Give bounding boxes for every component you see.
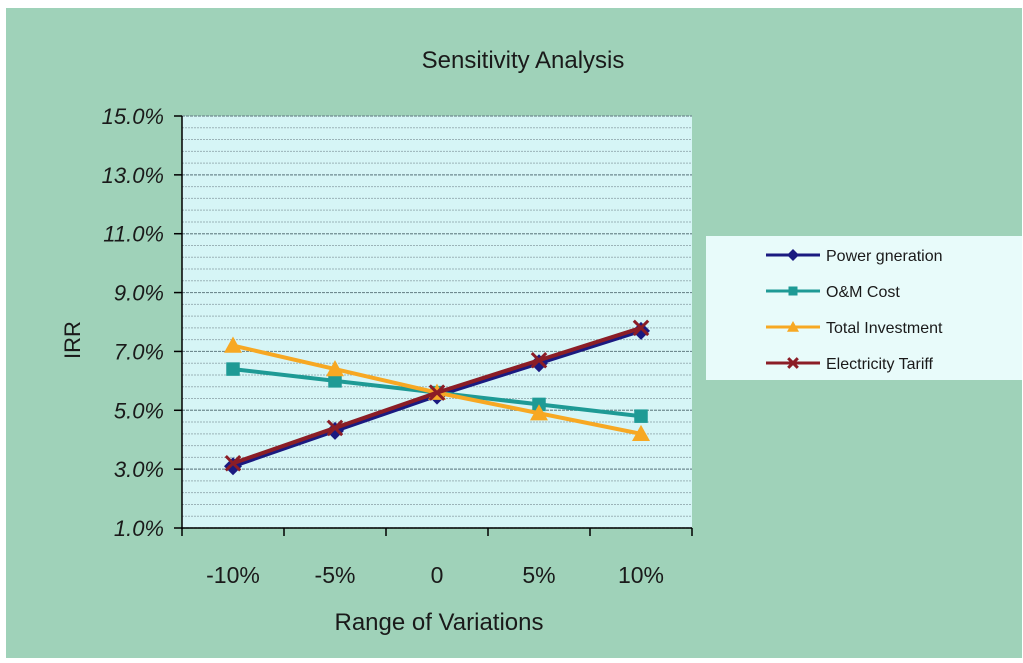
data-point <box>226 362 240 376</box>
chart-svg: Sensitivity Analysis IRR Range of Variat… <box>60 47 1022 636</box>
data-point <box>787 249 799 261</box>
legend-label: Power gneration <box>826 248 943 265</box>
series-electricity-tariff <box>224 319 650 472</box>
y-axis-label: IRR <box>60 321 85 359</box>
plot-area: 1.0% 3.0% 5.0% 7.0% 9.0% 11.0% 13.0% 15.0% -10% -… <box>102 104 693 588</box>
legend-label: Total Investment <box>826 320 943 337</box>
x-tick-label: 10% <box>618 562 664 588</box>
legend-item: Electricity Tariff <box>766 356 934 373</box>
data-point <box>530 351 548 369</box>
x-axis-label: Range of Variations <box>334 609 543 636</box>
y-tick-label: 7.0% <box>114 339 164 364</box>
x-tick-label: 0 <box>431 562 444 588</box>
data-point <box>328 374 342 388</box>
data-point <box>428 384 446 401</box>
data-point <box>787 357 799 369</box>
y-tick-label: 15.0% <box>102 104 164 129</box>
data-point <box>634 409 648 423</box>
chart-frame: Sensitivity Analysis IRR Range of Variat… <box>6 8 1022 658</box>
legend-box <box>706 236 1022 380</box>
data-point <box>326 419 344 437</box>
y-tick-label: 1.0% <box>114 516 164 541</box>
data-point <box>530 404 548 421</box>
data-point <box>224 336 242 353</box>
data-point <box>326 360 344 377</box>
data-point <box>632 424 650 442</box>
y-tick-label: 9.0% <box>114 281 164 306</box>
chart-title: Sensitivity Analysis <box>422 47 625 74</box>
x-tick-label: -5% <box>315 562 356 588</box>
data-point <box>632 321 650 340</box>
data-point <box>787 321 799 332</box>
y-tick-label: 5.0% <box>114 398 164 423</box>
data-point <box>224 454 242 472</box>
y-tick-label: 13.0% <box>102 163 164 188</box>
legend: Power gneration O&M Cost Total Investment E… <box>706 236 1022 380</box>
x-tick-label: -10% <box>206 562 260 588</box>
legend-item: Total Investment <box>766 320 943 337</box>
y-tick-label: 11.0% <box>103 222 164 247</box>
plot-background <box>182 116 692 528</box>
data-point <box>788 286 798 296</box>
legend-item: O&M Cost <box>766 284 900 301</box>
legend-item: Power gneration <box>766 248 943 265</box>
y-tick-label: 3.0% <box>114 457 164 482</box>
x-tick-label: 5% <box>522 562 555 588</box>
legend-label: O&M Cost <box>826 284 900 301</box>
data-point <box>632 319 650 337</box>
legend-label: Electricity Tariff <box>826 356 934 373</box>
